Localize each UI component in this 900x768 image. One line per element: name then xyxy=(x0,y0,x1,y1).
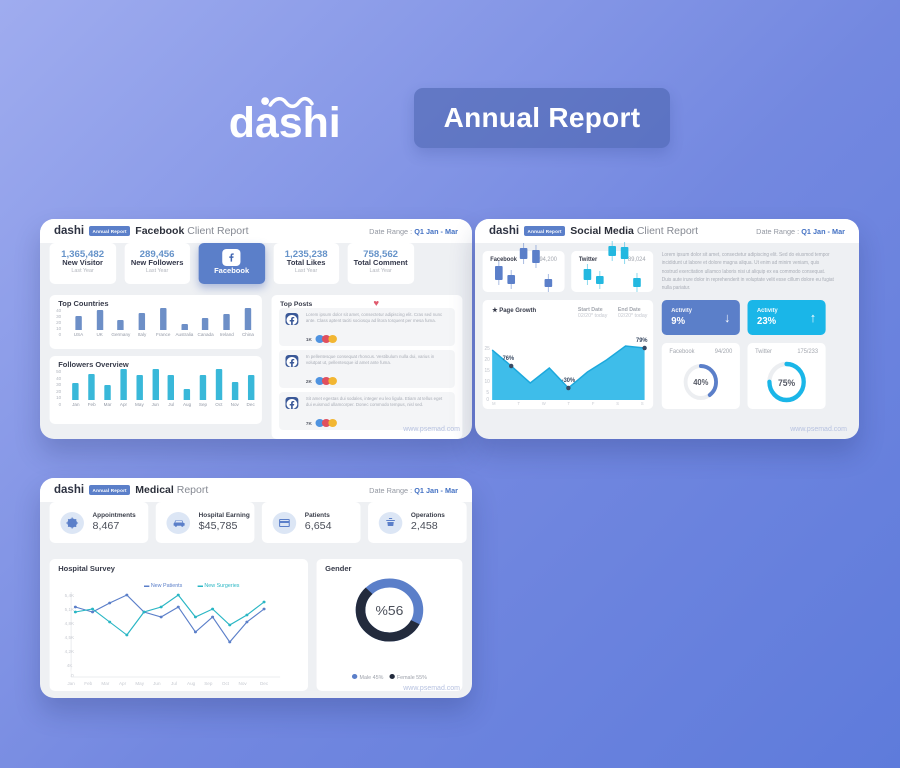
svg-text:5: 5 xyxy=(486,390,489,396)
svg-text:-30%: -30% xyxy=(562,378,576,384)
svg-text:Mar: Mar xyxy=(101,681,109,686)
svg-text:79%: 79% xyxy=(636,338,648,344)
svg-text:25: 25 xyxy=(485,346,491,352)
svg-text:5,1K: 5,1K xyxy=(65,607,74,612)
svg-text:Sep: Sep xyxy=(204,681,213,686)
svg-text:5,4K: 5,4K xyxy=(65,593,74,598)
svg-text:▬ New Patients: ▬ New Patients xyxy=(144,583,183,589)
svg-text:May: May xyxy=(135,681,144,686)
svg-text:Feb: Feb xyxy=(84,681,92,686)
svg-text:dashi: dashi xyxy=(230,99,341,144)
svg-text:Jun: Jun xyxy=(153,681,161,686)
svg-text:▬ New Surgeries: ▬ New Surgeries xyxy=(198,583,240,589)
svg-text:Oct: Oct xyxy=(222,681,230,686)
svg-text:4,8K: 4,8K xyxy=(65,621,74,626)
svg-text:75%: 75% xyxy=(778,378,795,388)
svg-text:Apr: Apr xyxy=(119,681,127,686)
svg-text:20: 20 xyxy=(485,357,491,363)
svg-text:Aug: Aug xyxy=(187,681,196,686)
svg-text:40%: 40% xyxy=(693,378,708,387)
svg-text:76%: 76% xyxy=(503,356,515,362)
svg-text:10: 10 xyxy=(485,379,491,385)
svg-text:Jan: Jan xyxy=(67,681,75,686)
svg-text:Nov: Nov xyxy=(239,681,248,686)
svg-text:Dec: Dec xyxy=(260,681,269,686)
svg-text:0: 0 xyxy=(486,397,489,403)
svg-text:4,5K: 4,5K xyxy=(65,635,74,640)
svg-text:15: 15 xyxy=(485,368,491,374)
svg-text:%56: %56 xyxy=(376,603,404,617)
svg-text:4,2K: 4,2K xyxy=(65,649,74,654)
svg-text:Jul: Jul xyxy=(171,681,177,686)
